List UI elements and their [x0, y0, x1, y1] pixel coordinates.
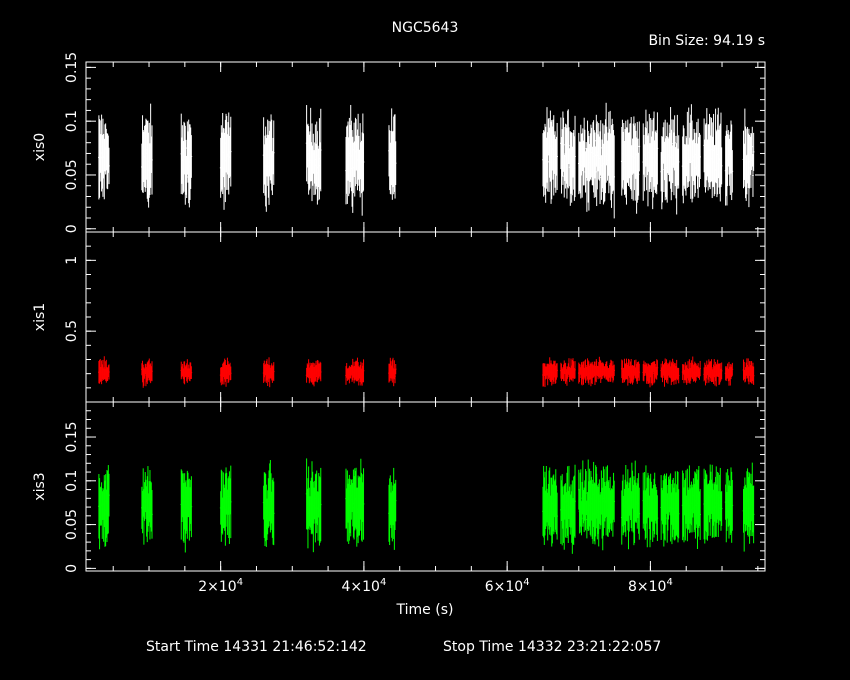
start-time-label: Start Time 14331 21:46:52:142: [146, 639, 367, 655]
x-axis-label: Time (s): [396, 602, 454, 618]
y-tick-label: 0.15: [64, 421, 80, 452]
x-axis: 2×104 4×104 6×104 8×104: [198, 577, 673, 595]
panel-xis3: 0 0.05 0.1 0.15 xis3: [32, 401, 766, 573]
y-tick-label: 1: [64, 256, 80, 265]
x-tick-label: 4×104: [341, 577, 386, 595]
stop-time-label: Stop Time 14332 23:21:22:057: [443, 639, 661, 655]
y-axis-label: xis1: [32, 303, 48, 331]
data-series: [98, 458, 755, 554]
y-tick-label: 0: [64, 564, 80, 573]
y-axis-label: xis3: [32, 472, 48, 500]
panel-frame: [85, 401, 766, 572]
bin-size-label: Bin Size: 94.19 s: [648, 33, 765, 49]
data-series: [98, 356, 755, 388]
y-tick-label: 0.05: [64, 509, 80, 540]
chart-title: NGC5643: [392, 20, 459, 36]
x-tick-label: 6×104: [485, 577, 530, 595]
x-tick-label: 8×104: [628, 577, 673, 595]
y-tick-label: 0.5: [64, 320, 80, 342]
x-tick-label: 2×104: [198, 577, 243, 595]
y-tick-label: 0: [64, 224, 80, 233]
panel-xis0: 0 0.05 0.1 0.15 xis0: [32, 52, 766, 233]
y-tick-label: 0.15: [64, 52, 80, 83]
y-tick-label: 0.1: [64, 470, 80, 492]
y-axis-label: xis0: [32, 133, 48, 161]
y-tick-label: 0.1: [64, 110, 80, 132]
panel-xis1: 0.5 1 xis1: [32, 231, 766, 403]
y-tick-label: 0.05: [64, 159, 80, 190]
data-series: [98, 102, 755, 219]
